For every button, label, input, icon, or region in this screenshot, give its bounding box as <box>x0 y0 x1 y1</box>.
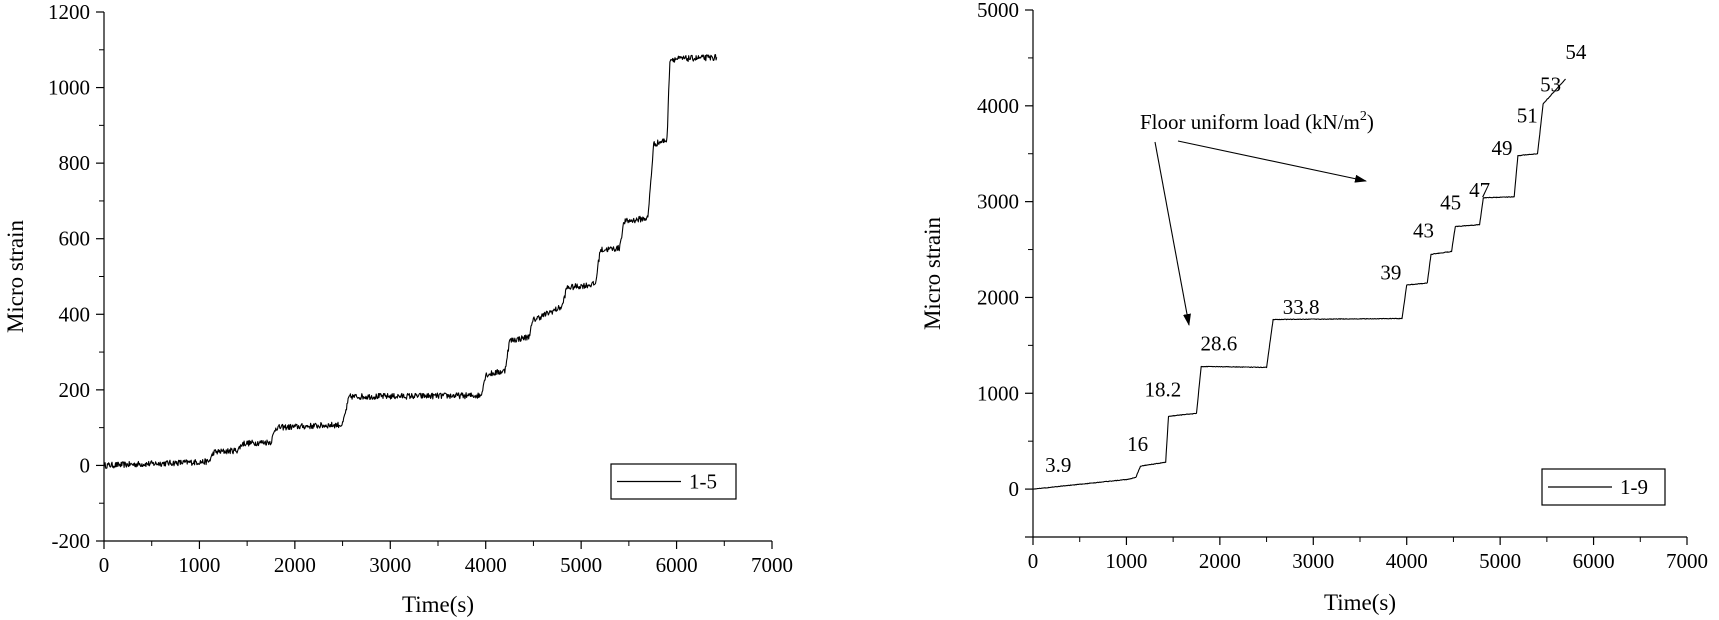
load-label: 33.8 <box>1283 295 1320 319</box>
legend-label: 1-9 <box>1620 475 1648 499</box>
y-tick-label: 800 <box>59 151 91 175</box>
x-tick-label: 0 <box>1028 549 1039 573</box>
legend-label: 1-5 <box>689 470 717 494</box>
series-line-1-9 <box>1032 78 1566 490</box>
x-tick-label: 1000 <box>178 553 220 577</box>
chart-1-9: 0 1000 2000 3000 4000 5000 6000 7000 0 1000 2000 30… <box>920 0 1708 615</box>
legend-1-9: 1-9 <box>1541 468 1666 506</box>
load-label: 51 <box>1517 103 1538 127</box>
load-label: 54 <box>1565 40 1587 64</box>
y-axis-title: Micro strain <box>920 216 945 330</box>
y-tick-label: 1200 <box>48 0 90 24</box>
y-tick-label: 0 <box>1009 477 1020 501</box>
annotation-title: Floor uniform load (kN/m2) <box>1140 109 1374 134</box>
x-tick-label: 5000 <box>560 553 602 577</box>
arrow-to-28-6 <box>1154 141 1191 326</box>
y-tick-label: 4000 <box>977 94 1019 118</box>
y-tick-label: 600 <box>59 227 91 251</box>
series-1-5 <box>103 54 718 469</box>
axes-1-5: 0 1000 2000 3000 4000 5000 6000 7000 -200 0 200 400… <box>3 0 793 617</box>
annotation-title-sup: 2 <box>1360 109 1367 124</box>
x-tick-label: 4000 <box>465 553 507 577</box>
x-tick-label: 2000 <box>274 553 316 577</box>
load-label: 3.9 <box>1045 453 1071 477</box>
y-tick-label: 1000 <box>977 381 1019 405</box>
x-tick-label: 0 <box>99 553 110 577</box>
x-tick-label: 6000 <box>656 553 698 577</box>
y-tick-label: 1000 <box>48 76 90 100</box>
x-tick-label: 5000 <box>1479 549 1521 573</box>
x-tick-label: 3000 <box>369 553 411 577</box>
y-tick-label: 400 <box>59 302 91 326</box>
load-label: 47 <box>1469 178 1490 202</box>
load-label: 43 <box>1413 218 1434 242</box>
load-label: 18.2 <box>1144 377 1181 401</box>
chart-1-5: 0 1000 2000 3000 4000 5000 6000 7000 -200 0 200 400… <box>3 0 793 617</box>
x-axis-title: Time(s) <box>1324 590 1396 615</box>
y-tick-label: 2000 <box>977 285 1019 309</box>
axes-1-9: 0 1000 2000 3000 4000 5000 6000 7000 0 1000 2000 30… <box>920 0 1708 615</box>
load-label: 39 <box>1380 261 1401 285</box>
y-tick-label: -200 <box>52 529 91 553</box>
load-label: 45 <box>1440 191 1461 215</box>
y-tick-label: 5000 <box>977 0 1019 22</box>
y-tick-label: 0 <box>80 453 91 477</box>
annotation-title-close: ) <box>1367 110 1374 134</box>
arrow-to-steps <box>1177 140 1367 183</box>
load-label: 16 <box>1127 432 1148 456</box>
load-label: 49 <box>1492 136 1513 160</box>
x-tick-label: 4000 <box>1386 549 1428 573</box>
legend-1-5: 1-5 <box>610 463 737 500</box>
x-tick-label: 6000 <box>1573 549 1615 573</box>
load-label: 53 <box>1540 73 1561 97</box>
y-axis-title: Micro strain <box>3 219 28 333</box>
series-1-9 <box>1032 78 1566 490</box>
x-tick-label: 2000 <box>1199 549 1241 573</box>
y-tick-label: 3000 <box>977 190 1019 214</box>
x-tick-label: 1000 <box>1105 549 1147 573</box>
x-tick-label: 7000 <box>751 553 793 577</box>
x-axis-title: Time(s) <box>402 592 474 617</box>
x-tick-label: 7000 <box>1666 549 1708 573</box>
series-line-1-5 <box>103 54 718 469</box>
annotation-title-text: Floor uniform load (kN/m <box>1140 110 1360 134</box>
x-tick-label: 3000 <box>1292 549 1334 573</box>
y-tick-label: 200 <box>59 378 91 402</box>
load-label: 28.6 <box>1201 331 1238 355</box>
